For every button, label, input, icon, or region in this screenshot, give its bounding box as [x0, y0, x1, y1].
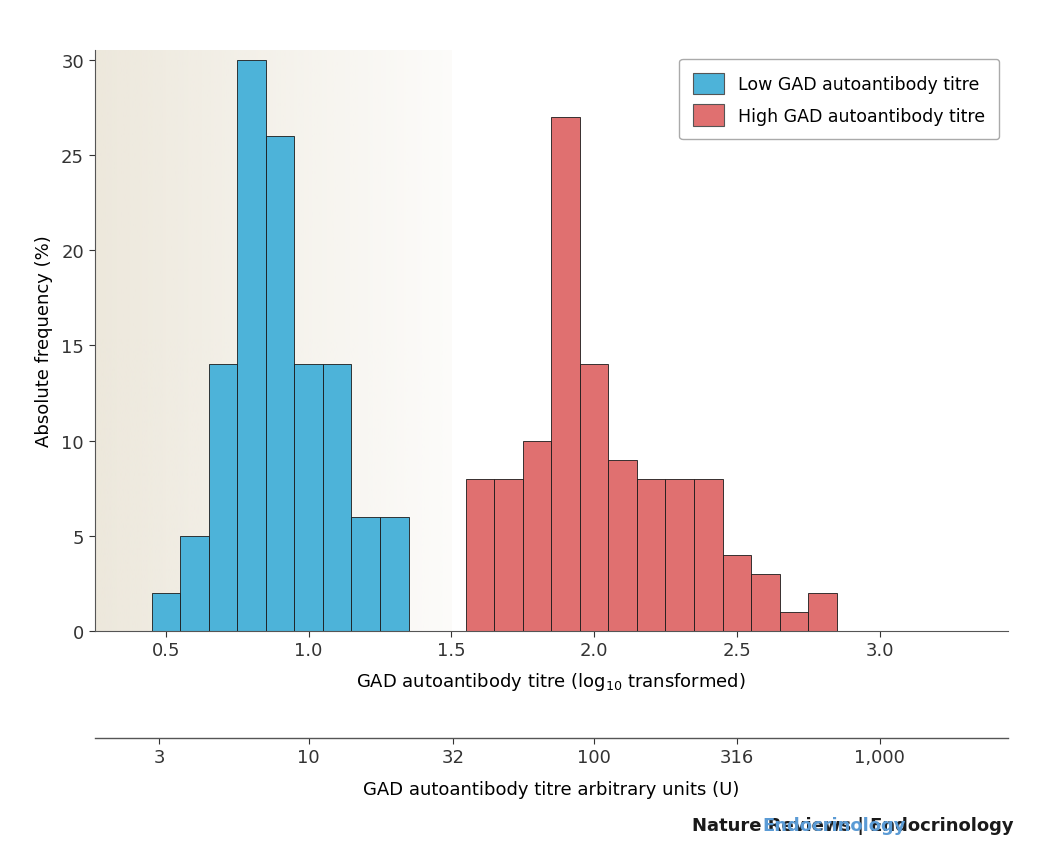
Text: Endocrinology: Endocrinology: [762, 816, 906, 834]
Bar: [722, 555, 751, 631]
Bar: [808, 593, 837, 631]
Bar: [666, 479, 694, 631]
Bar: [266, 136, 294, 631]
Bar: [380, 517, 408, 631]
Bar: [523, 441, 551, 631]
Bar: [495, 479, 523, 631]
Text: Nature Reviews | Endocrinology: Nature Reviews | Endocrinology: [692, 816, 1013, 834]
Y-axis label: Absolute frequency (%): Absolute frequency (%): [35, 235, 52, 447]
Bar: [637, 479, 666, 631]
Bar: [294, 365, 323, 631]
Bar: [551, 118, 580, 631]
Bar: [608, 460, 637, 631]
Bar: [209, 365, 237, 631]
Bar: [580, 365, 608, 631]
X-axis label: GAD autoantibody titre (log$_{10}$ transformed): GAD autoantibody titre (log$_{10}$ trans…: [356, 670, 747, 693]
Legend: Low GAD autoantibody titre, High GAD autoantibody titre: Low GAD autoantibody titre, High GAD aut…: [679, 60, 1000, 140]
Bar: [237, 61, 266, 631]
Bar: [779, 612, 808, 631]
Bar: [694, 479, 722, 631]
Bar: [323, 365, 352, 631]
Bar: [352, 517, 380, 631]
X-axis label: GAD autoantibody titre arbitrary units (U): GAD autoantibody titre arbitrary units (…: [363, 780, 739, 798]
Bar: [465, 479, 495, 631]
Bar: [181, 537, 209, 631]
Bar: [151, 593, 181, 631]
Bar: [751, 574, 779, 631]
